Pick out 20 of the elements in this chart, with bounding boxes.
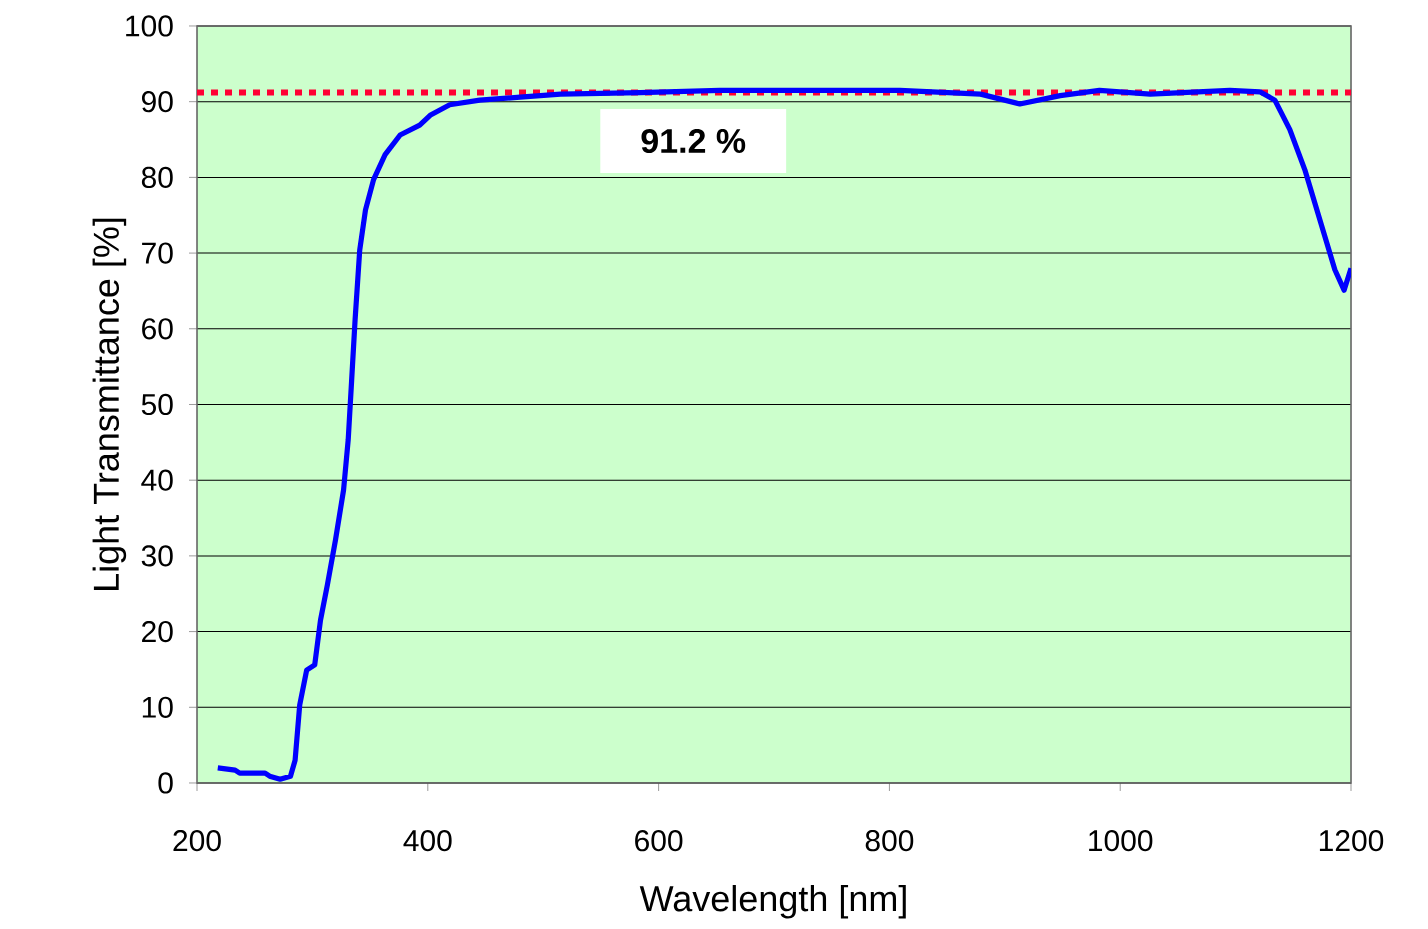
- x-tick-label: 1000: [1089, 830, 1153, 852]
- x-tick-label: 400: [403, 830, 452, 852]
- y-tick-label: 90: [141, 91, 173, 113]
- x-axis-title: Wavelength [nm]: [639, 885, 906, 919]
- y-tick-label: 20: [142, 620, 173, 643]
- y-tick-label: 40: [141, 469, 173, 491]
- y-tick-label: 100: [126, 15, 173, 37]
- y-tick-label: 60: [142, 318, 173, 340]
- y-tick-label: 50: [141, 393, 173, 416]
- y-tick-label: 0: [158, 772, 173, 794]
- ref-line-label: 91.2 %: [641, 129, 746, 154]
- x-tick-label: 800: [865, 830, 914, 852]
- x-tick-label: 600: [635, 830, 683, 852]
- x-tick-label: 200: [173, 830, 221, 852]
- y-tick-label: 30: [141, 545, 173, 567]
- y-tick-label: 70: [142, 242, 173, 264]
- x-tick-label: 1200: [1319, 830, 1384, 852]
- y-tick-label: 10: [142, 696, 173, 718]
- y-axis-title: Light Transmittance [%]: [92, 218, 127, 590]
- y-tick-label: 80: [141, 166, 173, 188]
